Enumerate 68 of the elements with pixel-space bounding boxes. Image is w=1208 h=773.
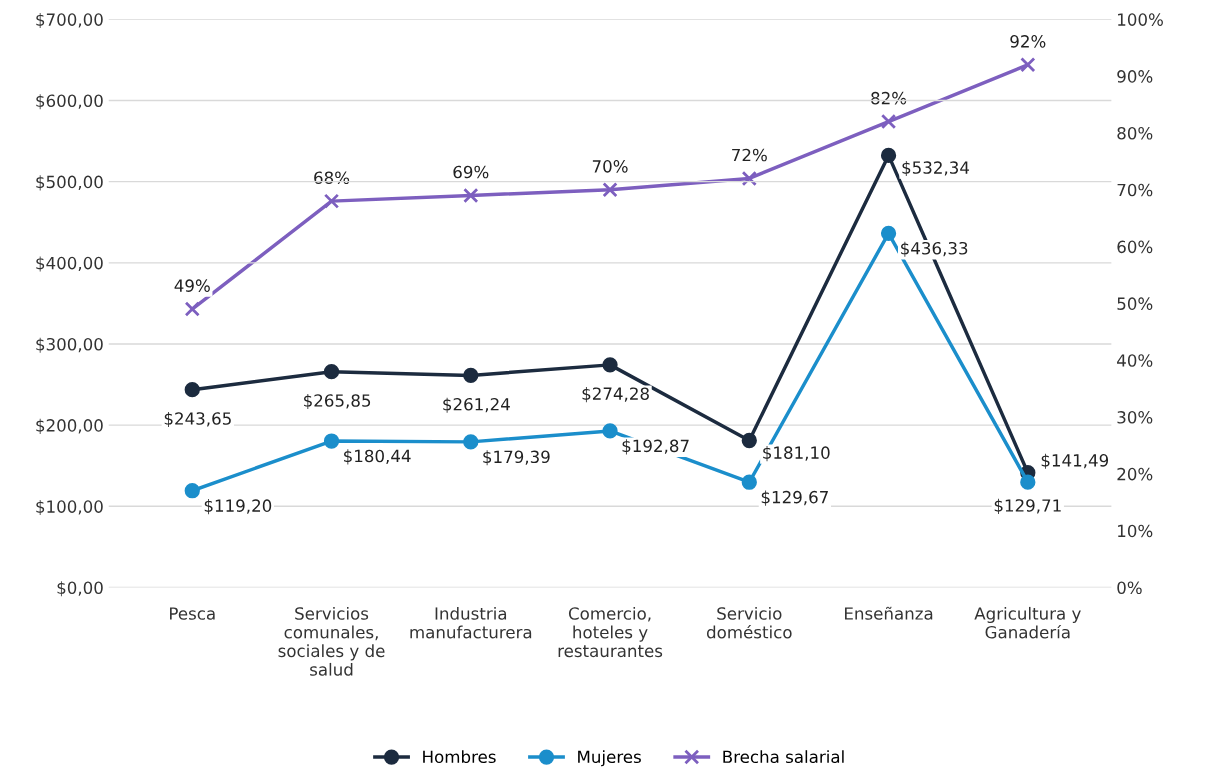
data-label: $180,44 [344,449,411,465]
data-label: $129,67 [761,490,828,506]
point [323,193,340,209]
data-label: $265,85 [304,393,371,410]
x-tick-label: Servicio doméstico [706,606,792,639]
data-label: $436,33 [901,241,968,257]
x-tick-label: Enseñanza [845,606,933,620]
point [741,474,757,490]
y-tick-label: $600,00 [36,94,103,110]
point [602,357,618,373]
legend-label: Hombres [423,750,496,764]
data-label: $141,49 [1041,453,1109,469]
data-label: 49% [174,279,210,292]
y2-tick-label: 90% [1117,70,1153,83]
y-tick-label: $400,00 [36,256,103,272]
y2-tick-label: 40% [1117,354,1153,367]
point [602,182,618,198]
data-label: 69% [453,165,489,179]
legend-label: Brecha salarial [723,750,844,764]
data-label: $129,71 [994,498,1061,514]
data-label: $119,20 [204,499,272,515]
point [602,423,618,439]
point [880,225,897,241]
y-tick-label: $300,00 [36,337,103,353]
data-label: $181,10 [763,446,830,462]
y2-tick-label: 10% [1118,524,1153,538]
legend-label: Mujeres [578,750,641,767]
point [184,483,200,499]
x-tick-label: Industria manufacturera [410,606,532,639]
y2-tick-label: 80% [1117,126,1153,140]
y-tick-label: $200,00 [36,418,103,434]
point [463,434,479,450]
data-label: 72% [732,148,767,162]
y2-tick-label: 30% [1117,411,1153,424]
point [880,147,897,164]
data-label: $179,39 [483,450,550,466]
point [1020,474,1036,490]
y-tick-label: $500,00 [36,175,103,191]
point [184,301,200,317]
data-label: $192,87 [622,439,689,455]
y-tick-label: $700,00 [36,12,103,29]
data-label: $532,34 [902,160,970,177]
x-tick-label: Pesca [170,607,215,620]
point [463,187,479,204]
point [463,367,479,384]
y2-tick-label: 20% [1117,467,1153,481]
data-label: 70% [592,160,628,173]
data-label: 92% [1010,35,1046,48]
data-label: $274,28 [582,387,649,403]
point [1020,57,1036,73]
point [323,433,340,449]
point [880,113,897,130]
point [741,432,757,449]
data-label: $243,65 [164,411,231,428]
x-tick-label: Comercio, hoteles y restaurantes [558,606,663,658]
y2-tick-label: 50% [1117,297,1153,310]
point [184,382,200,398]
y-tick-label: $100,00 [36,499,103,516]
x-tick-label: Agricultura y Ganadería [974,606,1081,639]
y2-tick-label: 100% [1118,13,1163,26]
y2-tick-label: 60% [1117,240,1153,254]
point [741,170,757,187]
y2-tick-label: 0% [1117,581,1142,595]
y-tick-label: $0,00 [57,581,103,597]
y2-tick-label: 70% [1117,183,1153,197]
data-label: $261,24 [443,397,510,413]
x-tick-label: Servicios comunales, sociales y de salud [278,606,385,676]
point [323,364,340,380]
